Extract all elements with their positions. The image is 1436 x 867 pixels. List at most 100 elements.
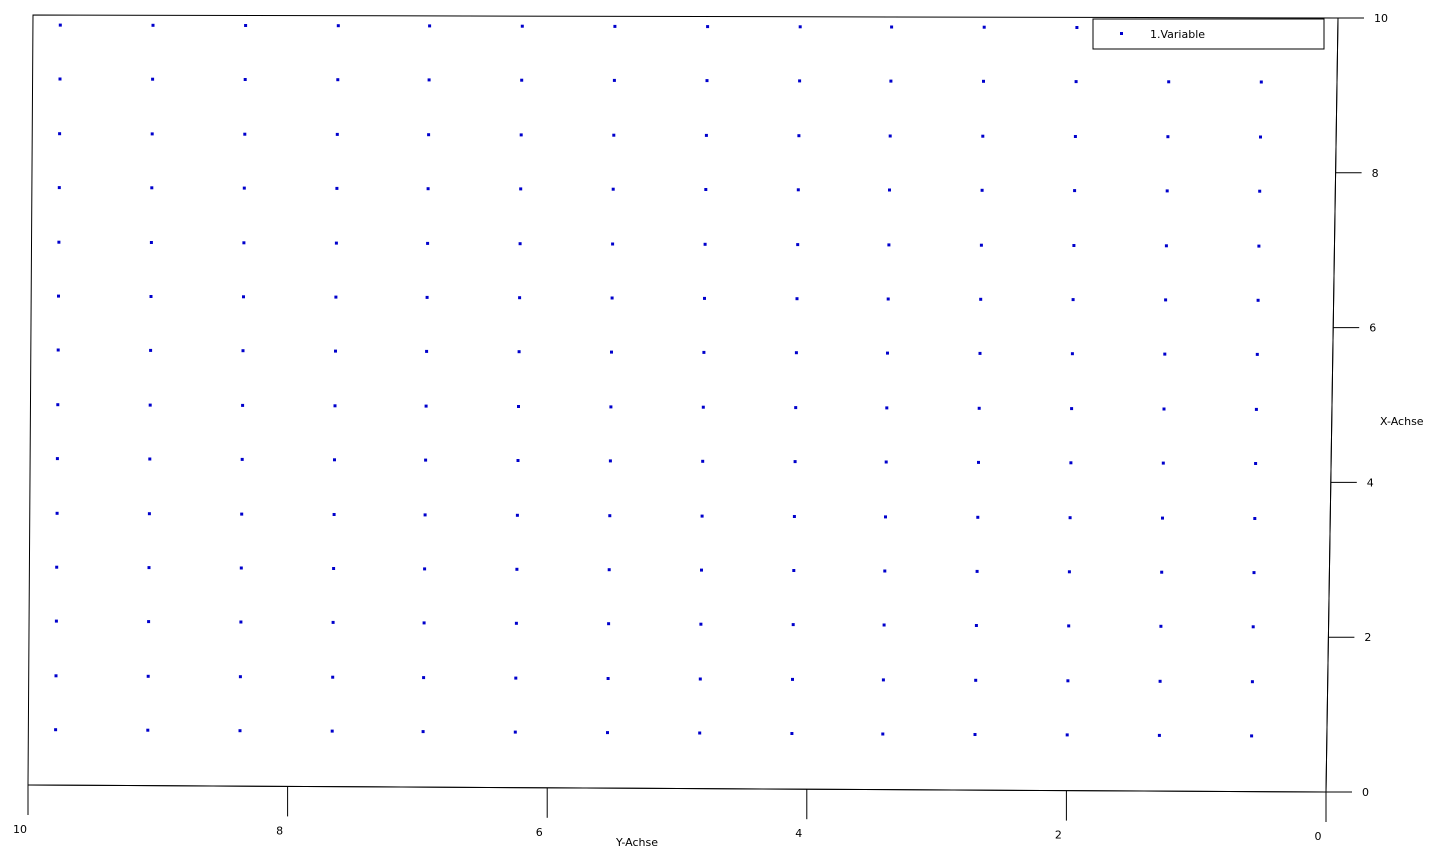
data-point [514,676,518,680]
data-point [58,77,62,81]
data-point [981,134,985,138]
data-point [331,675,335,679]
data-point [335,132,339,136]
data-point [791,623,795,627]
data-point [884,460,888,464]
x-tick-label: 6 [536,826,543,839]
data-point [1070,407,1074,411]
data-point [149,241,153,244]
data-point [1165,189,1169,193]
data-point [1071,298,1075,302]
data-point [888,134,892,138]
data-point [518,242,522,246]
data-point [147,620,151,624]
data-point [238,729,242,733]
data-point [1157,733,1161,737]
data-point [149,295,153,298]
data-point [519,187,523,191]
data-point [886,297,890,301]
data-point [333,458,336,462]
data-point [334,295,338,299]
data-point [977,460,980,464]
data-point [147,566,151,570]
data-point [54,619,58,623]
data-point [1250,680,1254,684]
data-point [888,188,891,192]
data-point [55,565,59,569]
data-point [151,23,155,27]
data-point [794,406,798,410]
data-point [148,457,152,461]
data-point [1167,80,1171,84]
data-point [333,404,337,408]
data-point [1074,80,1078,84]
data-point [57,294,60,298]
data-point [705,79,709,83]
data-point [514,621,518,625]
data-point [518,296,522,300]
data-point [606,731,609,735]
data-point [792,569,796,572]
data-point [243,78,247,81]
data-point [428,24,432,28]
data-point [1066,679,1070,683]
data-point [980,188,984,192]
data-point [56,348,60,352]
data-point [890,25,894,29]
data-point [1075,26,1079,29]
y-tick-label: 10 [1374,12,1388,25]
data-point [1067,624,1071,628]
data-point [513,730,517,734]
data-point [612,78,616,82]
data-point [1254,462,1258,465]
data-point [611,187,615,191]
data-point [974,624,978,627]
data-point [793,460,797,464]
data-point [698,677,702,681]
data-point [883,569,887,573]
data-point [515,567,519,571]
data-point [1251,625,1255,629]
data-point [516,459,520,462]
data-point [519,133,523,137]
data-point [332,567,336,570]
data-point [241,403,245,407]
data-point [1073,189,1077,193]
data-point [57,240,61,244]
data-point [425,295,429,299]
data-point [791,677,794,681]
data-point [238,675,242,679]
data-point [517,350,521,354]
data-point [607,568,611,572]
data-point [881,678,885,682]
data-point [330,729,334,733]
data-point [336,78,340,82]
data-point [243,132,247,136]
x-tick-label: 0 [1315,830,1322,843]
x-tick-label: 8 [276,824,283,837]
data-point [700,514,704,518]
data-point [701,405,705,409]
data-point [1164,298,1168,302]
data-point [1252,571,1256,575]
data-point [55,457,59,461]
data-point [423,513,427,517]
data-point [885,406,889,410]
data-point [1158,679,1162,683]
data-point [973,733,977,736]
data-point [334,241,338,245]
data-point [1256,298,1260,302]
data-point [1254,407,1258,411]
data-point [982,79,985,83]
y-tick-label: 0 [1362,786,1369,799]
data-point [975,569,979,573]
data-point [884,515,887,519]
data-point [239,620,243,624]
data-point [703,296,706,300]
x-tick-label: 4 [795,827,802,840]
data-point [706,25,710,29]
data-point [792,515,796,518]
data-point [335,186,339,190]
legend-box [1092,18,1325,50]
